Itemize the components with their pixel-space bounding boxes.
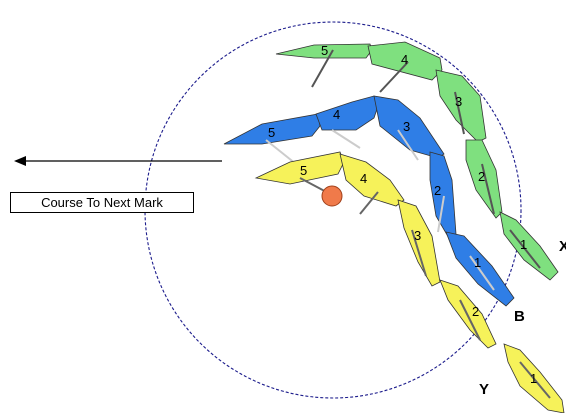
boat-y-label-4: 4 bbox=[360, 171, 367, 186]
boat-x-label-2: 2 bbox=[478, 169, 485, 184]
boat-b-sail-4 bbox=[331, 129, 361, 149]
boat-b-label-1: 1 bbox=[474, 255, 481, 270]
boat-b-sail-3 bbox=[397, 129, 419, 161]
mark-buoy bbox=[321, 185, 343, 207]
boat-b-sail-2 bbox=[437, 195, 445, 233]
boat-y-label-3: 3 bbox=[414, 228, 421, 243]
boat-x-sail-1 bbox=[509, 229, 541, 269]
boat-b-sail-1 bbox=[469, 255, 495, 291]
boat-x-hull-2 bbox=[465, 139, 503, 219]
course-label-text: Course To Next Mark bbox=[41, 195, 163, 210]
boat-b-sail-5 bbox=[265, 139, 297, 165]
boat-y-sail-1 bbox=[519, 361, 551, 399]
boat-b-hull-5 bbox=[223, 113, 321, 145]
course-arrow bbox=[14, 156, 222, 166]
boat-y-label-2: 2 bbox=[472, 304, 479, 319]
boat-x-hull-4 bbox=[367, 41, 443, 81]
boat-x-label-1: 1 bbox=[520, 237, 527, 252]
boat-b-label-4: 4 bbox=[333, 107, 340, 122]
boat-b-hull-4 bbox=[315, 95, 381, 131]
boat-b-label-3: 3 bbox=[403, 119, 410, 134]
boat-y-sail-2 bbox=[459, 299, 481, 341]
boat-y-hull-3 bbox=[397, 199, 441, 287]
boat-x-hull-1 bbox=[499, 211, 559, 281]
boat-y-label-1: 1 bbox=[530, 371, 537, 386]
boat-y-label-5: 5 bbox=[300, 163, 307, 178]
boat-x-label-5: 5 bbox=[321, 43, 328, 58]
boat-x-sail-3 bbox=[454, 91, 465, 135]
boat-x-sail-5 bbox=[311, 49, 334, 88]
boat-x-label-3: 3 bbox=[455, 94, 462, 109]
boat-y-sail-3 bbox=[411, 229, 427, 277]
boat-x-track: 5 4 3 2 1 bbox=[275, 41, 559, 281]
boat-y-id-label: Y bbox=[479, 381, 489, 398]
boat-b-track: 5 4 3 2 1 bbox=[223, 95, 515, 307]
boat-x-id-label: X bbox=[559, 238, 566, 255]
boat-b-label-2: 2 bbox=[434, 183, 441, 198]
boat-b-label-5: 5 bbox=[268, 125, 275, 140]
boat-y-sail-4 bbox=[359, 191, 379, 215]
boat-b-id-label: B bbox=[514, 308, 525, 325]
boat-x-sail-2 bbox=[481, 163, 495, 215]
course-to-next-mark-label: Course To Next Mark bbox=[10, 192, 194, 213]
boat-y-track: 5 4 3 2 1 bbox=[254, 151, 565, 413]
boat-x-sail-4 bbox=[379, 61, 409, 93]
boat-x-label-4: 4 bbox=[401, 52, 408, 67]
